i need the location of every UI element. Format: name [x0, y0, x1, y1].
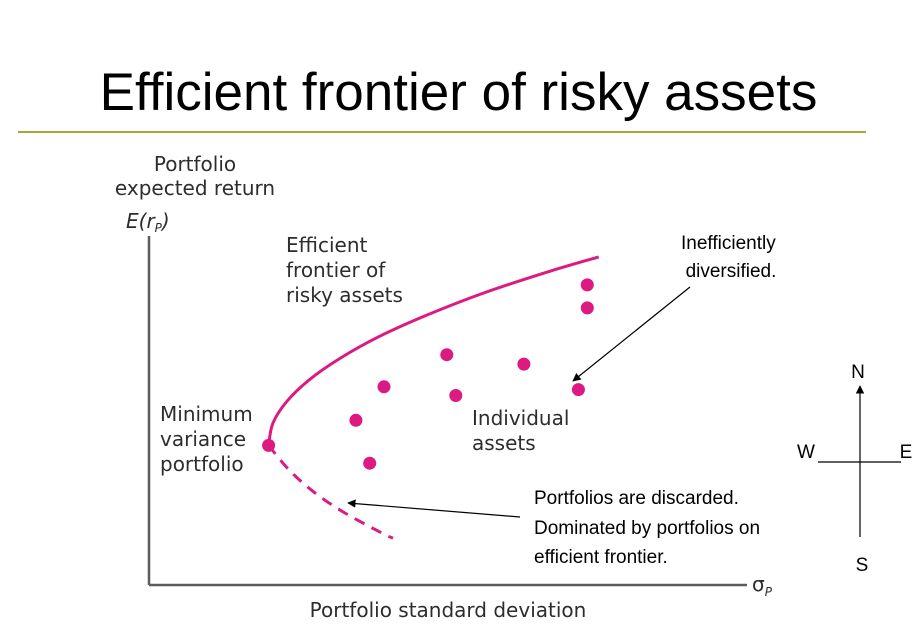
asset-point-7	[571, 383, 585, 397]
frontier-annotation: Efficient frontier of risky assets	[286, 233, 403, 307]
min-variance-annotation: Minimum variance portfolio	[160, 402, 259, 476]
y-axis-label-line-1: Portfolio	[154, 152, 236, 176]
asset-points	[349, 278, 594, 470]
min-variance-annotation-line-3: portfolio	[160, 452, 244, 476]
asset-point-9	[363, 456, 377, 470]
inefficient-arrow	[572, 286, 691, 382]
discarded-arrow	[347, 499, 521, 518]
asset-point-3	[440, 348, 454, 362]
slide-title: Efficient frontier of risky assets	[99, 63, 818, 122]
asset-point-2	[580, 301, 594, 315]
inefficient-note-line-2: diversified.	[686, 261, 777, 282]
x-axis-label: Portfolio standard deviation	[310, 598, 587, 622]
y-axis-label-line-2: expected return	[115, 176, 275, 200]
frontier-annotation-line-2: frontier of	[286, 258, 386, 282]
y-axis-symbol-close: )	[160, 209, 170, 233]
frontier-annotation-line-1: Efficient	[286, 233, 368, 257]
efficient-frontier-line	[267, 255, 600, 446]
min-variance-point	[262, 438, 276, 452]
compass-east: E	[900, 442, 913, 463]
asset-point-8	[349, 413, 363, 427]
assets-annotation-line-1: Individual	[472, 406, 569, 430]
min-variance-annotation-line-2: variance	[160, 427, 246, 451]
asset-point-6	[449, 389, 463, 402]
y-axis-symbol-sub: P	[155, 221, 163, 235]
min-variance-annotation-line-1: Minimum	[160, 402, 253, 426]
y-axis-symbol-main: E(r	[126, 209, 156, 233]
inefficient-frontier-line	[267, 444, 394, 540]
frontier-annotation-line-3: risky assets	[286, 283, 403, 307]
assets-annotation: Individual assets	[472, 406, 576, 455]
asset-point-1	[580, 278, 594, 292]
assets-annotation-line-2: assets	[472, 431, 536, 455]
x-axis-symbol-main: σ	[752, 572, 765, 596]
y-axis-symbol: E(rP)	[126, 209, 170, 235]
discarded-note-line-3: efficient frontier.	[534, 547, 668, 568]
compass-south: S	[856, 555, 869, 576]
asset-point-4	[517, 357, 531, 371]
discarded-note-line-2: Dominated by portfolios on	[534, 518, 760, 539]
inefficient-note-line-1: Inefficiently	[681, 233, 776, 254]
compass-north: N	[851, 362, 865, 383]
compass: N S W E	[797, 362, 912, 576]
inefficient-note: Inefficiently diversified.	[681, 233, 781, 282]
x-axis-symbol: σP	[752, 572, 773, 599]
title-rule	[18, 131, 866, 133]
discarded-note: Portfolios are discarded. Dominated by p…	[534, 488, 765, 568]
asset-point-5	[377, 380, 391, 394]
discarded-note-line-1: Portfolios are discarded.	[534, 488, 739, 509]
x-axis-symbol-sub: P	[765, 585, 773, 599]
compass-west: W	[797, 442, 815, 463]
